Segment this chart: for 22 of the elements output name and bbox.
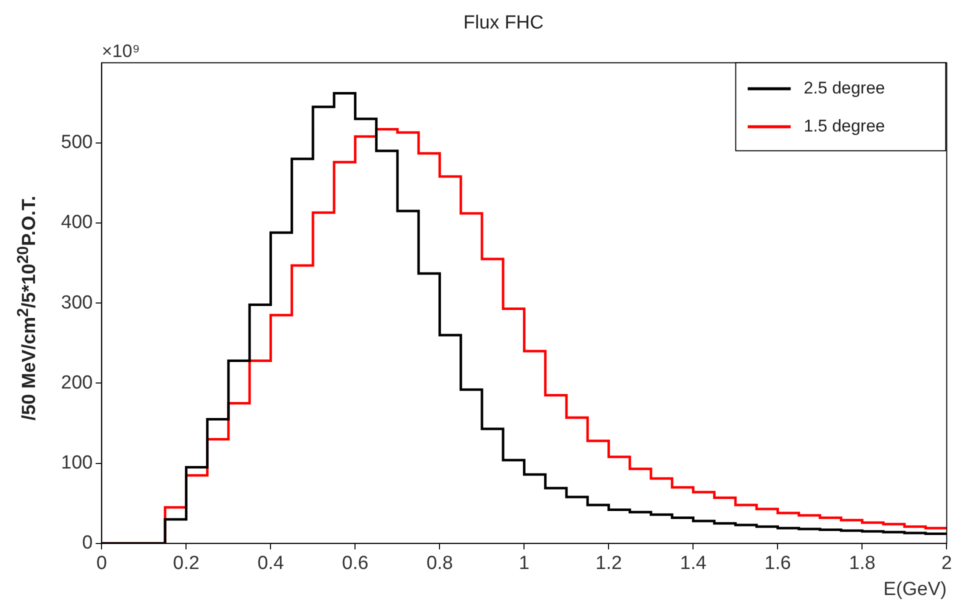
y-tick-label: 300 (61, 292, 93, 314)
x-tick-label: 0 (96, 553, 107, 574)
x-tick-label: 0.6 (342, 553, 368, 574)
x-tick-label: 1.4 (680, 553, 707, 574)
y-tick-label: 100 (61, 452, 93, 474)
legend-label: 2.5 degree (804, 78, 886, 98)
y-tick-label: 500 (61, 132, 93, 154)
x-tick-label: 1.6 (764, 553, 791, 574)
y-tick-label: 400 (61, 212, 93, 234)
x-tick-label: 1 (518, 553, 530, 574)
chart-title: Flux FHC (463, 12, 544, 34)
x-axis-title: E(GeV) (883, 578, 947, 600)
legend-label: 1.5 degree (804, 116, 886, 136)
x-tick-label: 0.2 (172, 553, 200, 574)
y-tick-label: 0 (82, 532, 93, 554)
text: ×10⁹ (102, 40, 140, 61)
x-tick-label: 2 (941, 553, 952, 574)
y-tick-label: 200 (61, 372, 93, 394)
x-tick-label: 1.2 (596, 553, 622, 574)
x-tick-label: 0.4 (257, 553, 284, 574)
x-tick-label: 1.8 (849, 553, 876, 574)
x-tick-label: 0.8 (426, 553, 453, 574)
